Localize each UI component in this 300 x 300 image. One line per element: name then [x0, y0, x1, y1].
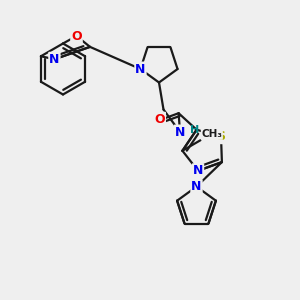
Text: N: N	[49, 53, 60, 66]
Text: N: N	[135, 62, 146, 76]
Text: H: H	[190, 124, 199, 135]
Text: O: O	[71, 29, 82, 43]
Text: N: N	[193, 164, 203, 177]
Text: CH₃: CH₃	[201, 129, 222, 140]
Text: O: O	[154, 113, 165, 126]
Text: N: N	[191, 180, 202, 193]
Text: S: S	[217, 130, 226, 143]
Text: N: N	[175, 125, 185, 139]
